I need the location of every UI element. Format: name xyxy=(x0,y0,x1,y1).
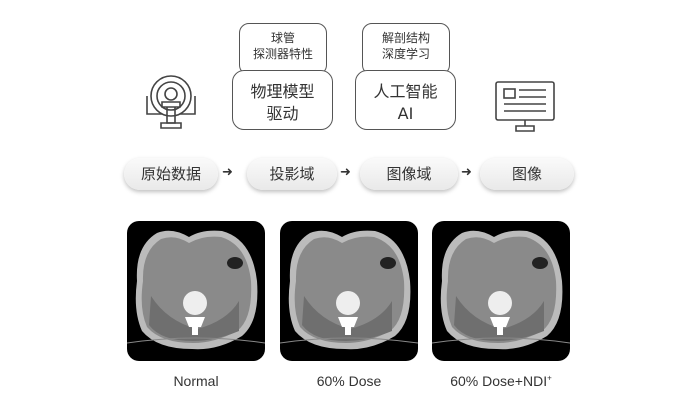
main-line: AI xyxy=(397,104,414,123)
pipeline-image-domain: 图像域 xyxy=(360,158,458,190)
main-line: 人工智能 xyxy=(373,82,438,101)
ct-image-60-dose-ndi xyxy=(432,221,570,361)
ct-scanner-icon xyxy=(146,75,196,129)
arrow-right-icon: ➜ xyxy=(461,165,472,180)
caption-normal: Normal xyxy=(173,373,219,389)
main-line: 驱动 xyxy=(266,104,299,123)
caption-60-dose: 60% Dose xyxy=(316,373,382,389)
caption-sup: + xyxy=(547,373,552,383)
arrow-right-icon: ➜ xyxy=(222,165,233,180)
monitor-icon xyxy=(495,81,555,132)
ct-image-normal xyxy=(127,221,265,361)
sub-line: 解剖结构 xyxy=(381,31,430,45)
pipeline-raw-data: 原始数据 xyxy=(124,158,218,190)
pipeline-projection-domain: 投影域 xyxy=(247,158,337,190)
physics-model-box: 物理模型 驱动 xyxy=(232,70,333,130)
ct-slice-graphic xyxy=(280,230,418,350)
arrow-right-icon: ➜ xyxy=(340,165,351,180)
sub-line: 探测器特性 xyxy=(252,47,313,61)
ct-image-60-dose xyxy=(280,221,418,361)
sub-line: 球管 xyxy=(270,31,295,45)
ai-box: 人工智能 AI xyxy=(355,70,456,130)
sub-line: 深度学习 xyxy=(381,47,430,61)
module2-factors: 解剖结构 深度学习 xyxy=(362,23,450,75)
ct-slice-graphic xyxy=(432,230,570,350)
caption-60-dose-ndi: 60% Dose+NDI+ xyxy=(432,373,570,389)
module1-factors: 球管 探测器特性 xyxy=(239,23,327,75)
ct-slice-graphic xyxy=(127,230,265,350)
caption-text: 60% Dose+NDI xyxy=(450,373,548,389)
main-line: 物理模型 xyxy=(250,82,315,101)
pipeline-image: 图像 xyxy=(480,158,574,190)
